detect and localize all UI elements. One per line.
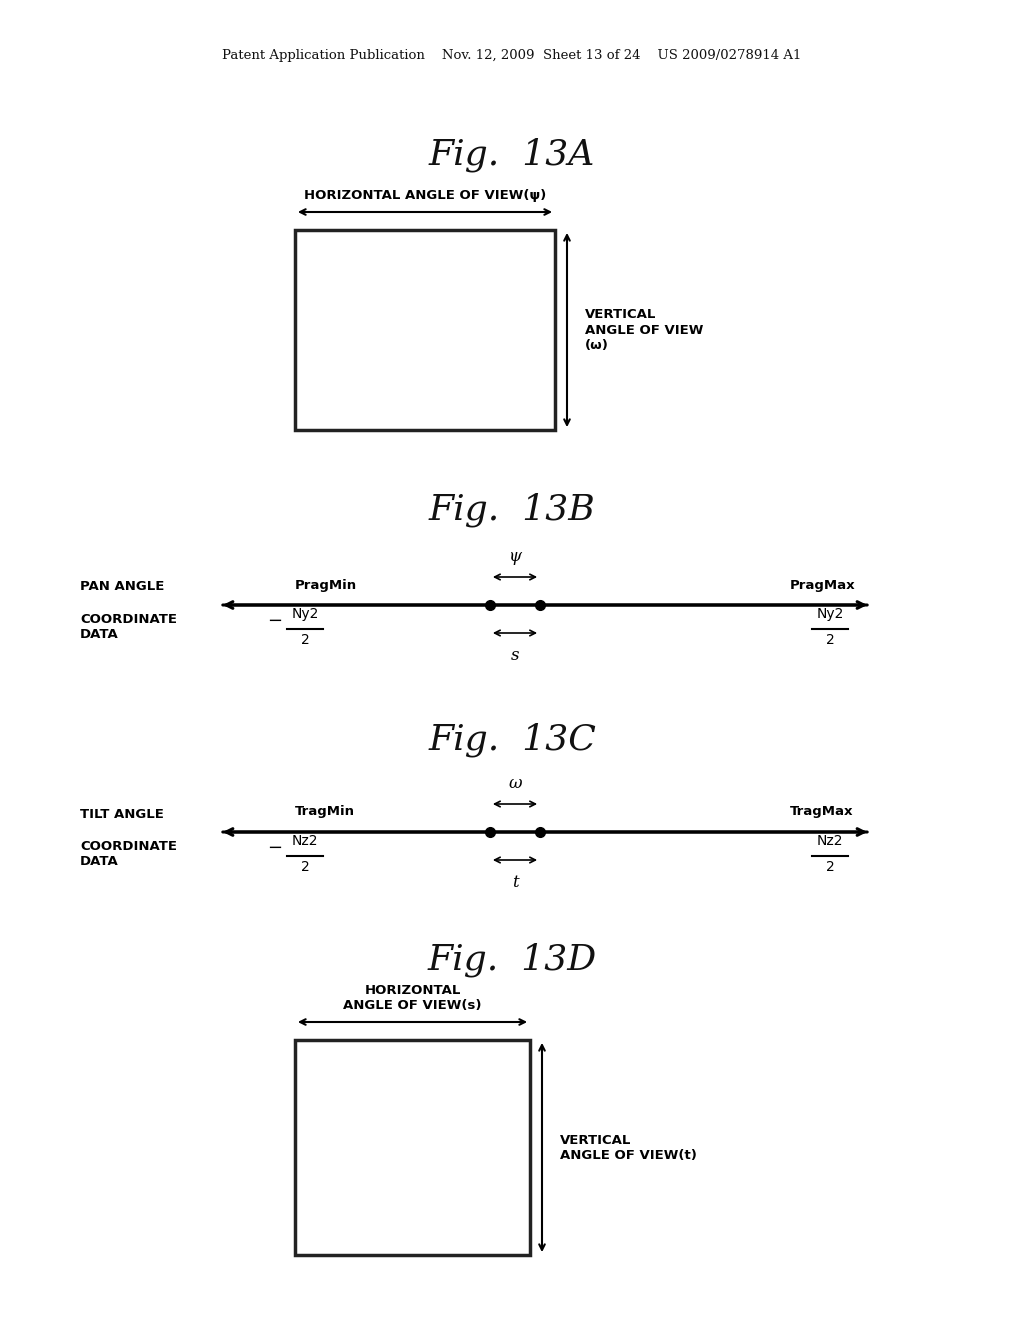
Text: Nz2: Nz2 (292, 834, 318, 847)
Text: 2: 2 (825, 861, 835, 874)
Text: TragMax: TragMax (790, 805, 853, 818)
Text: Fig.  13C: Fig. 13C (428, 723, 596, 758)
Text: 2: 2 (301, 861, 309, 874)
Text: VERTICAL
ANGLE OF VIEW(t): VERTICAL ANGLE OF VIEW(t) (560, 1134, 697, 1162)
Text: Fig.  13A: Fig. 13A (429, 137, 595, 172)
Text: Ny2: Ny2 (816, 607, 844, 620)
Text: COORDINATE
DATA: COORDINATE DATA (80, 612, 177, 642)
Text: 2: 2 (301, 634, 309, 647)
Text: ψ: ψ (509, 548, 521, 565)
Text: PragMin: PragMin (295, 578, 357, 591)
Text: Nz2: Nz2 (817, 834, 843, 847)
Text: HORIZONTAL
ANGLE OF VIEW(s): HORIZONTAL ANGLE OF VIEW(s) (343, 983, 481, 1012)
Text: s: s (511, 647, 519, 664)
Text: 2: 2 (825, 634, 835, 647)
Text: −: − (267, 612, 282, 630)
Text: t: t (512, 874, 518, 891)
Text: Patent Application Publication    Nov. 12, 2009  Sheet 13 of 24    US 2009/02789: Patent Application Publication Nov. 12, … (222, 49, 802, 62)
Text: COORDINATE
DATA: COORDINATE DATA (80, 840, 177, 869)
Text: ω: ω (508, 775, 522, 792)
Text: HORIZONTAL ANGLE OF VIEW(ψ): HORIZONTAL ANGLE OF VIEW(ψ) (304, 189, 546, 202)
Text: Ny2: Ny2 (291, 607, 318, 620)
Text: PragMax: PragMax (790, 578, 856, 591)
Text: PAN ANGLE: PAN ANGLE (80, 581, 165, 594)
Text: Fig.  13B: Fig. 13B (429, 492, 595, 527)
Text: Fig.  13D: Fig. 13D (427, 942, 597, 977)
Text: TILT ANGLE: TILT ANGLE (80, 808, 164, 821)
Text: VERTICAL
ANGLE OF VIEW
(ω): VERTICAL ANGLE OF VIEW (ω) (585, 309, 703, 351)
Text: −: − (267, 840, 282, 857)
Bar (295, 230, 555, 430)
Text: TragMin: TragMin (295, 805, 355, 818)
Bar (295, 1040, 530, 1255)
